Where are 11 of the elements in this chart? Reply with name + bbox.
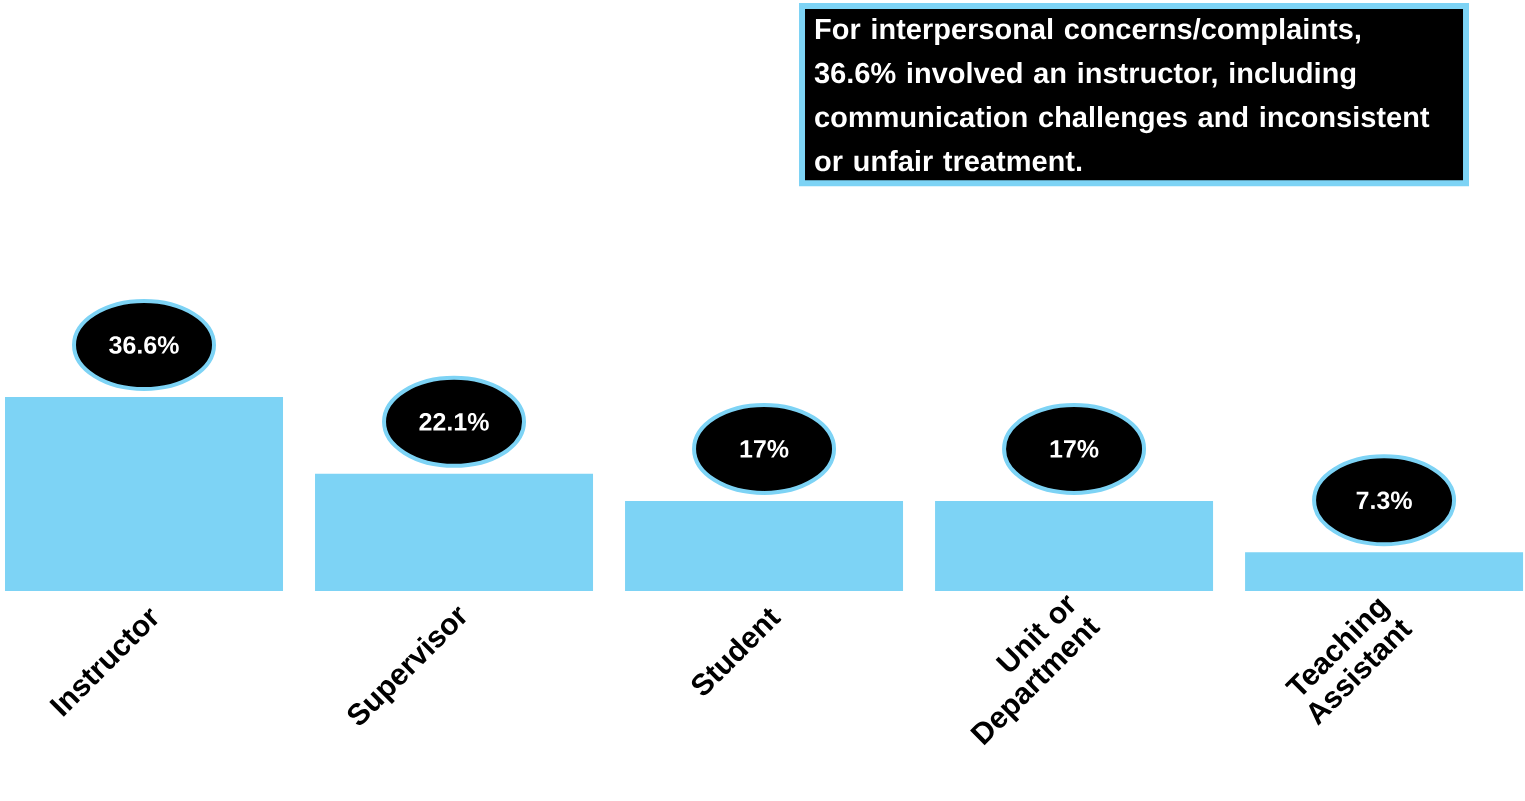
data-label: 17% [1050,440,1099,458]
bar [935,500,1214,591]
data-label: 36.6% [109,336,179,354]
bar [625,500,904,591]
bar [315,473,594,591]
data-label: 22.1% [419,413,489,431]
bar [1245,552,1524,591]
bar [5,397,284,591]
text: For interpersonal concerns/complaints, 36.6% involved an instructor, including communication challenges and inconsistent or unfair treatment. [814,17,1430,172]
data-label: 7.3% [1356,491,1412,510]
data-label: 17% [740,440,789,458]
